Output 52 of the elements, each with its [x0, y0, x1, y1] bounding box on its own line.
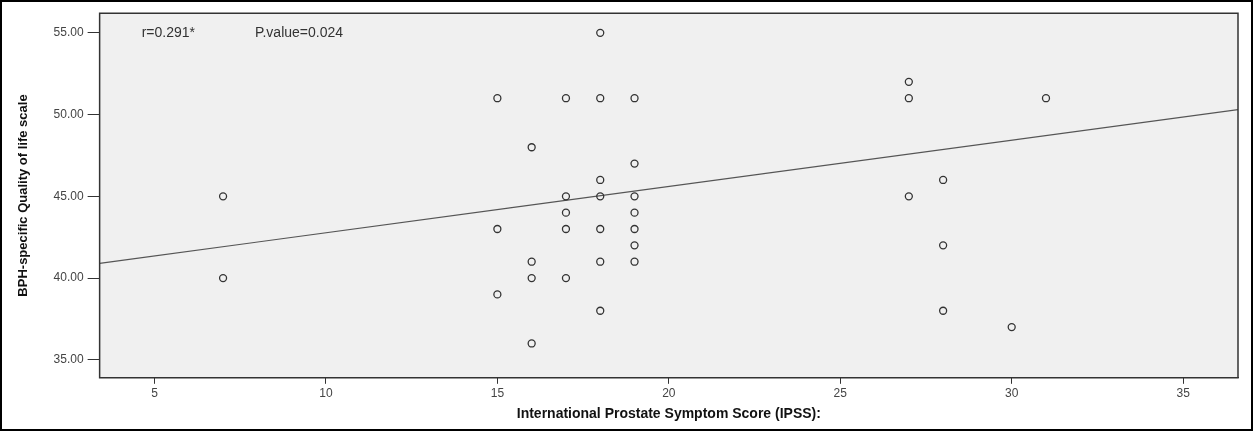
x-tick-label: 20: [662, 386, 676, 401]
point: [938, 306, 948, 315]
y-axis-title: BPH-specific Quality of life scale: [15, 94, 31, 297]
annotation: r=0.291*: [141, 24, 196, 41]
point: [596, 192, 605, 201]
point: [527, 273, 536, 283]
x-axis-title: International Prostate Symptom Score (IPSS):: [516, 405, 821, 422]
point: [596, 28, 605, 37]
point: [527, 143, 536, 152]
y-tick-label: 40.00: [53, 270, 84, 285]
point: [904, 192, 913, 201]
point: [561, 273, 571, 283]
point: [493, 224, 502, 234]
y-tick-label: 35.00: [53, 352, 84, 367]
point: [630, 94, 639, 103]
point: [218, 192, 228, 201]
x-tick-label: 5: [151, 386, 159, 401]
x-tick-label: 10: [319, 386, 333, 401]
y-tick-label: 50.00: [53, 106, 84, 121]
x-tick-label: 15: [490, 386, 505, 401]
point: [561, 192, 571, 201]
y-tick-label: 45.00: [53, 188, 84, 203]
point: [904, 94, 913, 103]
x-tick-label: 30: [1005, 386, 1019, 401]
point: [904, 77, 913, 87]
point: [527, 339, 536, 348]
point: [630, 159, 639, 168]
point: [1007, 322, 1016, 332]
point: [596, 175, 605, 185]
point: [493, 94, 502, 103]
x-tick-label: 25: [833, 386, 848, 401]
point: [630, 257, 639, 266]
point: [561, 94, 571, 103]
point: [596, 306, 605, 315]
point: [596, 257, 605, 266]
x-tick-label: 35: [1176, 386, 1191, 401]
point: [493, 290, 502, 299]
point: [561, 208, 571, 217]
point: [561, 224, 571, 234]
point: [630, 224, 639, 234]
y-tick-label: 55.00: [53, 25, 84, 40]
point: [218, 273, 228, 283]
point: [938, 241, 948, 250]
point: [527, 257, 536, 266]
point: [596, 224, 605, 234]
point: [630, 192, 639, 201]
point: [630, 208, 639, 217]
point: [938, 175, 948, 185]
point: [596, 94, 605, 103]
point: [1041, 94, 1051, 103]
annotation: P.value=0.024: [254, 24, 344, 41]
point: [630, 241, 639, 250]
